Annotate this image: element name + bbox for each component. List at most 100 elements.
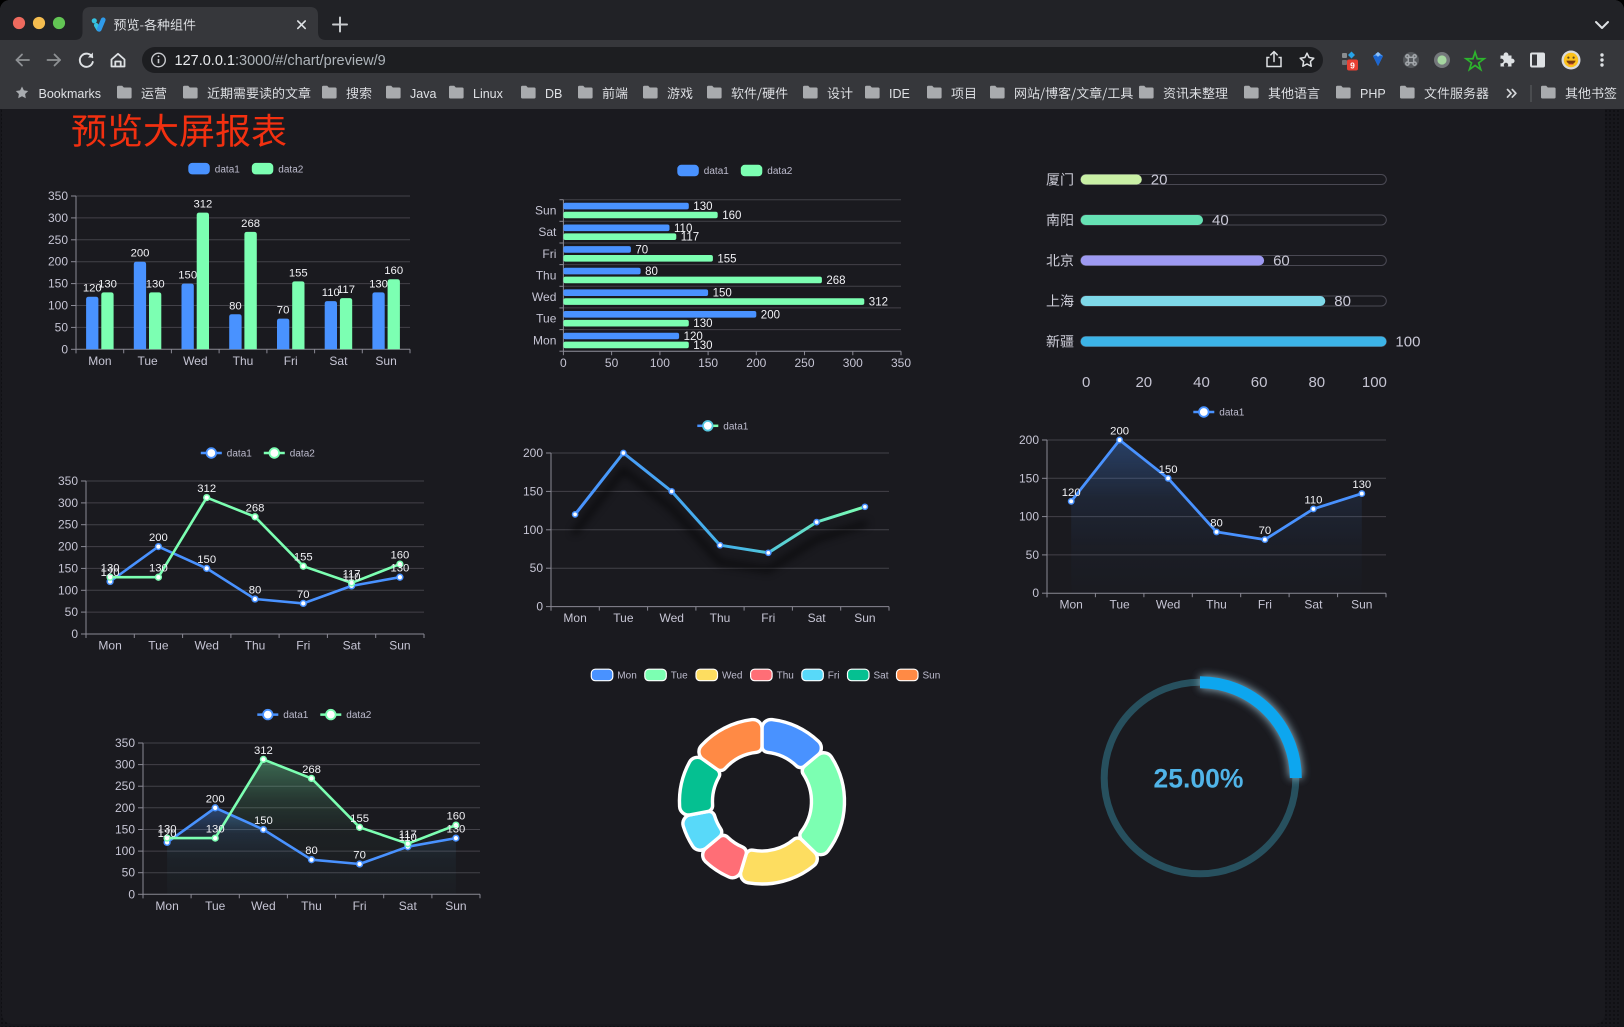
svg-text:Tue: Tue bbox=[1109, 598, 1130, 612]
svg-text:100: 100 bbox=[1019, 510, 1039, 524]
svg-text:130: 130 bbox=[101, 563, 120, 575]
svg-text:160: 160 bbox=[722, 210, 741, 222]
svg-text:50: 50 bbox=[65, 605, 79, 619]
svg-text:130: 130 bbox=[693, 201, 712, 213]
svg-text:Fri: Fri bbox=[296, 639, 310, 653]
svg-text:Fri: Fri bbox=[828, 671, 840, 682]
svg-text:300: 300 bbox=[48, 211, 68, 225]
svg-text:Sun: Sun bbox=[389, 639, 410, 653]
svg-text:268: 268 bbox=[246, 502, 265, 514]
svg-text:312: 312 bbox=[869, 297, 888, 309]
svg-text:200: 200 bbox=[523, 446, 543, 460]
svg-text:Mon: Mon bbox=[98, 639, 121, 653]
svg-text:Wed: Wed bbox=[1156, 598, 1180, 612]
svg-text:80: 80 bbox=[1308, 374, 1325, 391]
svg-text:Sun: Sun bbox=[1351, 598, 1372, 612]
svg-text:Mon: Mon bbox=[563, 611, 586, 625]
svg-text:0: 0 bbox=[1032, 586, 1039, 600]
svg-text:110: 110 bbox=[399, 832, 417, 844]
svg-text:Mon: Mon bbox=[533, 333, 556, 347]
svg-text:Mon: Mon bbox=[155, 899, 178, 913]
svg-text:Wed: Wed bbox=[659, 611, 683, 625]
svg-text:150: 150 bbox=[58, 561, 78, 575]
svg-text:data2: data2 bbox=[346, 710, 371, 721]
svg-text:100: 100 bbox=[58, 583, 78, 597]
svg-text:100: 100 bbox=[523, 523, 543, 537]
svg-text:200: 200 bbox=[761, 309, 780, 321]
svg-text:130: 130 bbox=[693, 340, 712, 352]
svg-text:117: 117 bbox=[337, 284, 355, 296]
svg-text:150: 150 bbox=[178, 270, 197, 282]
svg-text:Wed: Wed bbox=[722, 671, 742, 682]
svg-text:70: 70 bbox=[1259, 525, 1272, 537]
svg-text:350: 350 bbox=[891, 356, 911, 370]
svg-text:130: 130 bbox=[369, 278, 388, 290]
svg-text:130: 130 bbox=[446, 824, 465, 836]
svg-text:Bookmarks: Bookmarks bbox=[39, 87, 102, 101]
svg-text:data1: data1 bbox=[1219, 408, 1244, 419]
svg-text:9: 9 bbox=[1350, 60, 1355, 70]
svg-text:Tue: Tue bbox=[536, 312, 557, 326]
svg-text:80: 80 bbox=[1334, 293, 1351, 310]
svg-text:50: 50 bbox=[530, 561, 544, 575]
svg-text:Fri: Fri bbox=[761, 611, 775, 625]
svg-text:Tue: Tue bbox=[205, 899, 226, 913]
svg-text:20: 20 bbox=[1135, 374, 1152, 391]
svg-text:200: 200 bbox=[1110, 426, 1129, 438]
svg-text:250: 250 bbox=[48, 233, 68, 247]
svg-text:150: 150 bbox=[254, 815, 273, 827]
svg-text:80: 80 bbox=[305, 845, 318, 857]
svg-text:Mon: Mon bbox=[1060, 598, 1083, 612]
svg-text:200: 200 bbox=[48, 255, 68, 269]
svg-text:0: 0 bbox=[1082, 374, 1090, 391]
svg-text:80: 80 bbox=[645, 266, 658, 278]
svg-text:Thu: Thu bbox=[301, 899, 322, 913]
svg-text:80: 80 bbox=[1210, 517, 1223, 529]
svg-text:Sun: Sun bbox=[445, 899, 466, 913]
svg-text:110: 110 bbox=[1304, 494, 1322, 506]
svg-text:25.00%: 25.00% bbox=[1154, 764, 1244, 794]
svg-text:20: 20 bbox=[1151, 172, 1168, 189]
svg-text:70: 70 bbox=[277, 305, 290, 317]
svg-text:130: 130 bbox=[693, 318, 712, 330]
svg-text:Tue: Tue bbox=[671, 671, 688, 682]
svg-text:data2: data2 bbox=[767, 166, 792, 177]
svg-text:312: 312 bbox=[197, 483, 216, 495]
svg-text:Sat: Sat bbox=[874, 671, 889, 682]
svg-text:Tue: Tue bbox=[613, 611, 634, 625]
svg-text:Wed: Wed bbox=[194, 639, 218, 653]
svg-text:Sun: Sun bbox=[923, 671, 941, 682]
svg-text:130: 130 bbox=[158, 824, 177, 836]
svg-text:data1: data1 bbox=[227, 449, 252, 460]
svg-text:350: 350 bbox=[115, 736, 135, 750]
svg-text:Wed: Wed bbox=[183, 354, 207, 368]
svg-text:160: 160 bbox=[446, 811, 465, 823]
svg-text:Sat: Sat bbox=[1304, 598, 1323, 612]
svg-text:PHP: PHP bbox=[1360, 87, 1386, 101]
svg-text:130: 130 bbox=[206, 824, 225, 836]
svg-text:268: 268 bbox=[302, 764, 321, 776]
svg-text:120: 120 bbox=[101, 567, 120, 579]
svg-text:150: 150 bbox=[698, 356, 718, 370]
svg-text:70: 70 bbox=[635, 244, 648, 256]
svg-text:200: 200 bbox=[206, 793, 225, 805]
svg-text:120: 120 bbox=[83, 283, 102, 295]
svg-text:Wed: Wed bbox=[251, 899, 275, 913]
svg-text:155: 155 bbox=[294, 552, 313, 564]
svg-text:268: 268 bbox=[826, 275, 845, 287]
svg-text:150: 150 bbox=[1019, 471, 1039, 485]
svg-text:40: 40 bbox=[1212, 212, 1229, 229]
svg-text:250: 250 bbox=[115, 779, 135, 793]
svg-text:60: 60 bbox=[1251, 374, 1268, 391]
svg-text:100: 100 bbox=[1362, 374, 1387, 391]
svg-text:70: 70 bbox=[353, 850, 366, 862]
svg-text:300: 300 bbox=[843, 356, 863, 370]
svg-text:50: 50 bbox=[122, 866, 136, 880]
svg-text:100: 100 bbox=[1395, 334, 1420, 351]
svg-text:data1: data1 bbox=[215, 164, 240, 175]
svg-text:0: 0 bbox=[71, 627, 78, 641]
svg-text:data1: data1 bbox=[723, 421, 748, 432]
svg-text:110: 110 bbox=[322, 287, 340, 299]
svg-text:155: 155 bbox=[289, 267, 308, 279]
svg-text:Thu: Thu bbox=[710, 611, 731, 625]
